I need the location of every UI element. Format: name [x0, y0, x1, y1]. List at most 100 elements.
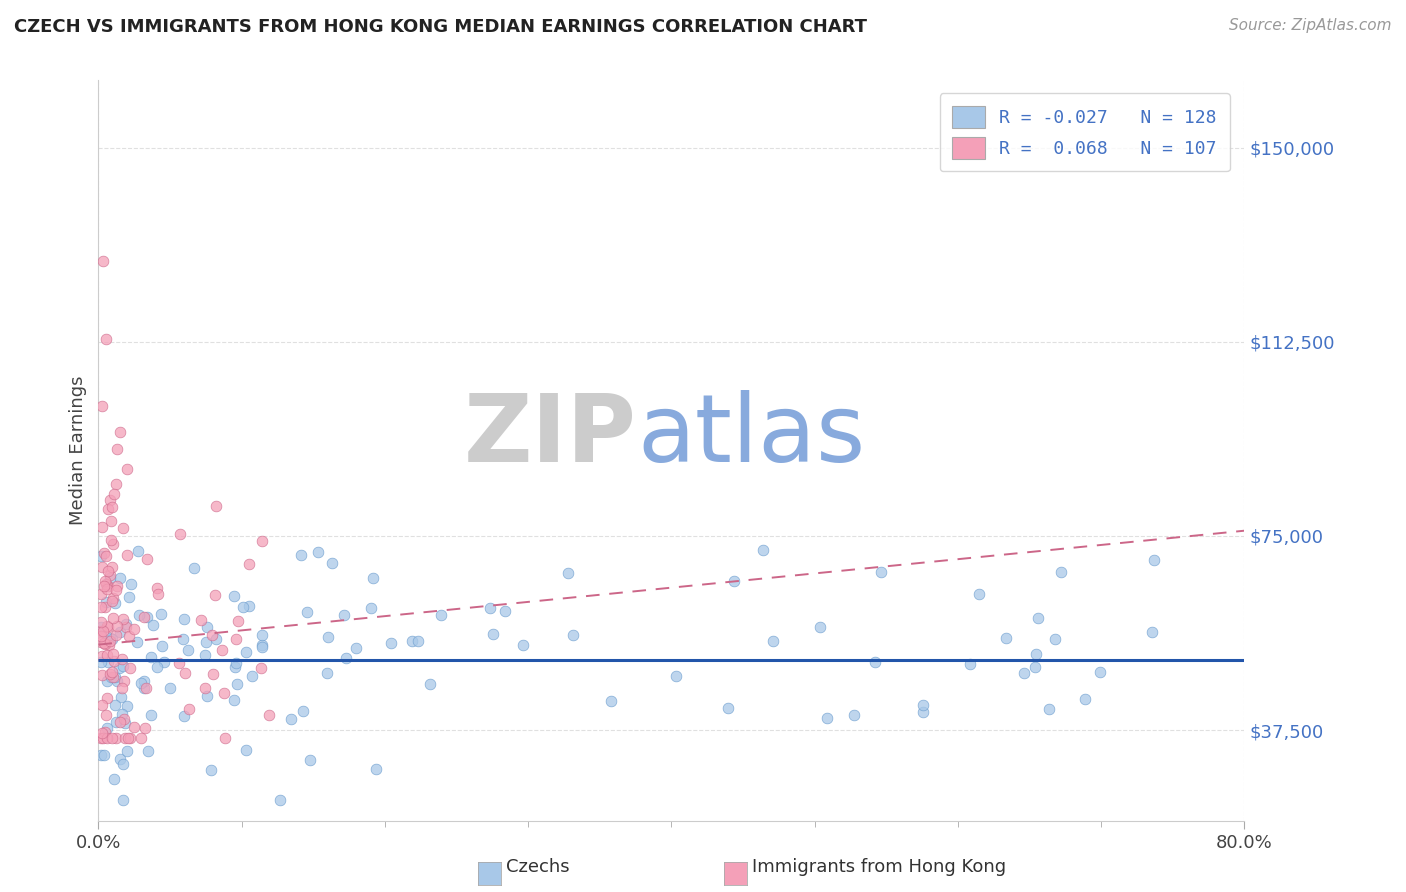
Point — [335, 651, 357, 665]
Point — [815, 711, 838, 725]
Point — [90, 620, 112, 634]
Point — [419, 677, 441, 691]
Point — [103, 537, 125, 551]
Point — [90, 634, 112, 648]
Point — [111, 612, 134, 626]
Point — [173, 709, 195, 723]
Point — [90, 587, 112, 601]
Point — [91, 400, 114, 414]
Point — [149, 607, 172, 621]
Point — [101, 560, 124, 574]
Point — [494, 604, 516, 618]
Point — [90, 747, 112, 762]
Point — [315, 666, 337, 681]
Point — [1012, 666, 1035, 681]
Point — [97, 564, 120, 578]
Point — [112, 757, 135, 772]
Point — [96, 721, 118, 735]
Point — [98, 638, 121, 652]
Point — [269, 793, 291, 807]
Point — [1025, 647, 1047, 661]
Point — [107, 674, 129, 689]
Point — [114, 731, 136, 745]
Point — [98, 631, 121, 645]
Point — [478, 601, 501, 615]
Point — [101, 593, 124, 607]
Point — [103, 591, 125, 606]
Point — [250, 661, 273, 675]
Point — [112, 673, 135, 688]
Point — [93, 546, 115, 560]
Point — [238, 557, 260, 571]
Point — [969, 587, 991, 601]
Text: Source: ZipAtlas.com: Source: ZipAtlas.com — [1229, 18, 1392, 33]
Point — [110, 690, 132, 704]
Point — [104, 477, 127, 491]
Point — [1073, 691, 1095, 706]
Point — [124, 622, 146, 636]
Point — [252, 640, 274, 654]
Point — [103, 772, 125, 787]
Point — [127, 544, 149, 558]
Point — [1140, 625, 1163, 640]
Point — [135, 610, 157, 624]
Point — [295, 605, 318, 619]
Point — [96, 707, 118, 722]
Point — [105, 619, 128, 633]
Point — [108, 661, 131, 675]
Text: atlas: atlas — [637, 390, 865, 482]
Point — [90, 731, 112, 745]
Point — [183, 561, 205, 575]
Point — [482, 627, 505, 641]
Point — [112, 712, 135, 726]
Point — [1024, 660, 1046, 674]
Point — [240, 669, 263, 683]
Point — [105, 579, 128, 593]
Point — [226, 614, 249, 628]
Point — [90, 549, 112, 564]
Point — [98, 666, 121, 681]
Point — [364, 762, 387, 776]
Point — [363, 571, 385, 585]
Point — [111, 793, 134, 807]
Point — [194, 635, 217, 649]
Point — [108, 714, 131, 729]
Point — [195, 690, 218, 704]
Point — [91, 698, 114, 713]
Point — [103, 654, 125, 668]
Point — [105, 442, 128, 456]
Point — [406, 633, 429, 648]
Point — [118, 629, 141, 643]
Point — [100, 533, 122, 548]
Point — [224, 660, 246, 674]
Point — [557, 566, 579, 581]
Point — [104, 670, 127, 684]
Point — [91, 649, 114, 664]
Point — [1143, 553, 1166, 567]
Point — [176, 642, 198, 657]
Point — [94, 637, 117, 651]
Point — [115, 616, 138, 631]
Point — [298, 753, 321, 767]
Point — [152, 655, 174, 669]
Point — [344, 641, 367, 656]
Point — [250, 638, 273, 652]
Point — [112, 659, 135, 673]
Point — [194, 681, 217, 696]
Point — [222, 589, 245, 603]
Point — [193, 648, 215, 663]
Point — [214, 731, 236, 745]
Point — [200, 763, 222, 777]
Point — [97, 502, 120, 516]
Point — [94, 576, 117, 591]
Text: ZIP: ZIP — [464, 390, 637, 482]
Point — [205, 499, 228, 513]
Point — [201, 666, 224, 681]
Point — [145, 660, 167, 674]
Point — [98, 634, 121, 648]
Point — [125, 634, 148, 648]
Point — [111, 521, 134, 535]
Point — [232, 599, 254, 614]
Point — [994, 631, 1017, 645]
Point — [94, 724, 117, 739]
